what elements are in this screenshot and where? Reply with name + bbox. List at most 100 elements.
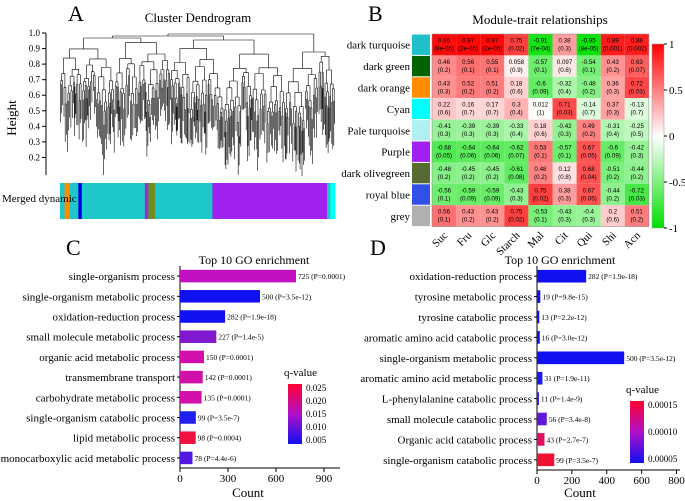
bar-xtick-label: 900: [316, 473, 333, 485]
heatmap-cell-value: 0.37: [607, 102, 620, 109]
heatmap-cell-pvalue: (2e-05): [482, 46, 502, 53]
heatmap-cell-value: 0.75: [510, 209, 523, 216]
heatmap-cell: [456, 183, 481, 206]
heatmap-cell-pvalue: (0.3): [630, 153, 643, 160]
heatmap-cell: [624, 98, 649, 120]
bar: [537, 433, 545, 446]
heatmap-cell-value: 0.56: [438, 209, 451, 216]
bar-value-label: 725 (P=0.0001): [298, 272, 346, 281]
heatmap-cell-pvalue: (0.4): [558, 88, 571, 95]
heatmap-cell-pvalue: (0.3): [606, 110, 619, 117]
heatmap-cell-value: -0.61: [509, 166, 524, 173]
heatmap-cell-value: 0.67: [583, 187, 596, 194]
module-color-segment: [81, 183, 146, 219]
bar: [180, 310, 226, 323]
heatmap-cell: [600, 98, 625, 120]
heatmap-cell-pvalue: (0.02): [508, 46, 524, 53]
module-color-bar: [60, 183, 336, 219]
heatmap-cell: [600, 119, 625, 141]
heatmap-cell-pvalue: (0.2): [486, 174, 499, 181]
heatmap-cell: [624, 34, 649, 56]
heatmap-cell: [432, 34, 457, 56]
qvalue-tick-label: 0.00010: [648, 427, 678, 437]
bar-xtick-label: 0: [534, 475, 540, 487]
bar-value-label: 227 (P=1.4e-5): [218, 333, 264, 342]
heatmap-cell: [432, 98, 457, 120]
heatmap-cell: [504, 183, 529, 206]
bar: [180, 391, 202, 404]
module-color-segment: [148, 183, 156, 219]
heatmap-cell-pvalue: (0.2): [606, 67, 619, 74]
heatmap-cell-value: 0.012: [533, 102, 549, 109]
bar-value-label: 43 (P=2.7e-7): [546, 435, 588, 444]
heatmap-cell-value: 0.53: [534, 145, 547, 152]
heatmap-cell-value: 0.52: [462, 80, 475, 87]
heatmap-cell-pvalue: (0.2): [534, 174, 547, 181]
bar-category-label: single-organism catabolic process: [383, 455, 532, 467]
heatmap-cell-value: 0.22: [438, 102, 451, 109]
heatmap-cell-value: 0.38: [559, 187, 572, 194]
module-color-segment: [60, 183, 65, 219]
heatmap-cell-pvalue: (0.001): [603, 46, 623, 53]
heatmap-cell-pvalue: (0.2): [630, 174, 643, 181]
bar-value-label: 150 (P=0.0001): [206, 353, 254, 362]
heatmap-cell: [432, 76, 457, 99]
go-d-title: Top 10 GO enrichment: [505, 253, 616, 267]
qvalue-tick-label: 0.00005: [648, 454, 678, 464]
heatmap-cell-value: -0.43: [509, 187, 524, 194]
heatmap-cell-value: -0.25: [630, 123, 645, 130]
heatmap-cell-pvalue: (0.5): [630, 131, 643, 138]
panel-label-c: C: [66, 235, 81, 260]
heatmap-cell-pvalue: (0.3): [558, 195, 571, 202]
heatmap-row-label: dark orange: [358, 83, 410, 95]
bar-xtick-label: 600: [268, 473, 285, 485]
bar: [180, 451, 193, 465]
heatmap-cell: [528, 76, 553, 99]
heatmap-cell-value: 0.18: [534, 123, 547, 130]
module-color-swatch: [412, 77, 430, 98]
bar-value-label: 282 (P=1.9e-18): [588, 272, 638, 281]
heatmap-cell-value: -0.32: [557, 80, 572, 87]
bar-category-label: single-organism metabolic process: [379, 353, 532, 365]
go-c-title: Top 10 GO enrichment: [199, 253, 310, 267]
heatmap-cell-pvalue: (0.02): [532, 195, 548, 202]
qvalue-tick-label: 0.015: [306, 409, 327, 419]
heatmap-cell: [624, 162, 649, 184]
bar: [537, 331, 540, 344]
go-d-xlabel: Count: [564, 485, 596, 500]
bar-value-label: 135 (P=0.0001): [204, 393, 252, 402]
heatmap-cell-value: -0.39: [461, 123, 476, 130]
heatmap-cell-pvalue: (0.1): [462, 67, 475, 74]
heatmap-cell-pvalue: (0.2): [630, 217, 643, 224]
bar-value-label: 500 (P=3.5e-12): [262, 292, 312, 301]
heatmap-cell: [528, 183, 553, 206]
bar-category-label: oxidation-reduction process: [53, 312, 176, 324]
heatmap-cell: [624, 76, 649, 99]
go-d-qvalue-legend: q-value 0.00015 0.00010 0.00005: [626, 384, 678, 464]
dendrogram-ytick-label: 0.6: [29, 90, 41, 100]
heatmap-cell-pvalue: (0.04): [581, 174, 597, 181]
heatmap-column-label: Acn: [622, 229, 644, 251]
module-color-segment: [144, 183, 149, 219]
heatmap-cell: [504, 76, 529, 99]
heatmap-row-label: Cyan: [387, 104, 411, 116]
heatmap-column-label: Cit: [553, 230, 571, 248]
bar-value-label: 13 (P=2.2e-12): [541, 313, 587, 322]
bar: [537, 453, 555, 467]
heatmap-cell-value: 0.3: [512, 102, 521, 109]
heatmap-cell: [552, 183, 577, 206]
heatmap-cell-pvalue: (0.4): [510, 131, 523, 138]
heatmap-cell: [600, 141, 625, 163]
heatmap-row-label: dark green: [363, 61, 410, 73]
heatmap-cell-pvalue: (0.1): [582, 67, 595, 74]
module-color-swatch: [412, 205, 430, 227]
heatmap-cell-pvalue: (0.3): [582, 217, 595, 224]
heatmap-cell-value: -0.39: [485, 123, 500, 130]
heatmap-cell-pvalue: (0.09): [605, 153, 621, 160]
heatmap-cell-value: 0.89: [607, 38, 620, 45]
heatmap-cell-value: 0.55: [486, 59, 499, 66]
heatmap-cell: [576, 76, 601, 99]
heatmap-cell-value: -0.91: [533, 38, 548, 45]
module-color-swatch: [412, 34, 430, 55]
